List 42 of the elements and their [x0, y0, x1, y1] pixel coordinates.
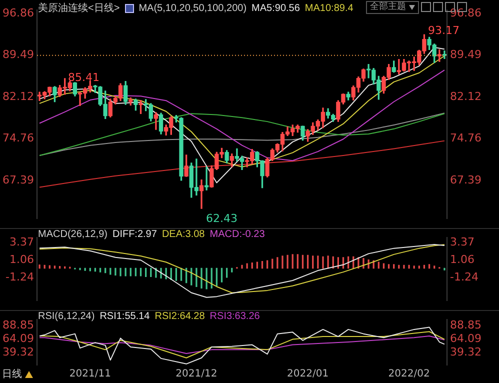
y-tick-label: 89.49 — [2, 48, 34, 62]
x-tick-label: 2021/12 — [176, 368, 218, 380]
series-label: DIFF:2.97 — [112, 229, 157, 240]
y-tick-label: 39.32 — [2, 346, 34, 359]
y2-tick-label: 74.76 — [450, 132, 482, 145]
text: MA10:89.4 — [304, 2, 354, 14]
y-tick-label: 1.06 — [10, 252, 34, 266]
annotation: 93.17 — [428, 24, 460, 37]
chart-title: 美原油连续<日线> — [38, 2, 120, 15]
y-tick-label: 67.39 — [2, 173, 34, 186]
y-tick-label: 88.85 — [2, 318, 34, 332]
y-tick-label: -1.24 — [6, 270, 34, 284]
text: MA5:90.56 — [252, 2, 300, 14]
y2-tick-label: 88.85 — [450, 318, 482, 332]
text: RSI1:55.14 — [100, 311, 150, 322]
y2-tick-label: 64.09 — [450, 332, 482, 346]
y2-tick-label: -1.24 — [450, 270, 478, 284]
text: RSI3:63.26 — [210, 311, 260, 322]
annotation: 62.43 — [206, 212, 238, 225]
y2-tick-label: 89.49 — [450, 48, 482, 62]
y-tick-label: 64.09 — [2, 332, 34, 346]
y2-tick-label: 67.39 — [450, 173, 482, 186]
x-tick-label: 2022/02 — [388, 368, 430, 380]
text: DEA:3.08 — [162, 229, 205, 240]
y2-tick-label: 39.32 — [450, 346, 482, 359]
y-tick-label: 82.12 — [2, 90, 34, 103]
x-tick-label: 2021/11 — [69, 368, 111, 380]
chart-title: MACD(26,12,9) — [38, 229, 108, 240]
y2-tick-label: 1.06 — [450, 252, 474, 266]
x-tick-label: 2022/01 — [287, 368, 329, 380]
y2-tick-label: 3.37 — [450, 235, 474, 248]
y2-tick-label: 82.12 — [450, 90, 482, 103]
annotation: 85.41 — [68, 71, 100, 84]
text: RSI2:64.28 — [154, 311, 205, 322]
y-tick-label: 3.37 — [10, 235, 34, 248]
series-label: MACD:-0.23 — [210, 229, 265, 240]
y-tick-label: 74.76 — [2, 132, 34, 145]
chart-title: RSI(6,12,24) — [38, 311, 95, 322]
annotation: MA(5,10,20,50,100,200) — [138, 2, 247, 14]
annotation: 全部主题 — [370, 2, 406, 13]
y-tick-label: 96.86 — [2, 6, 34, 20]
text: 日线 — [2, 368, 22, 381]
